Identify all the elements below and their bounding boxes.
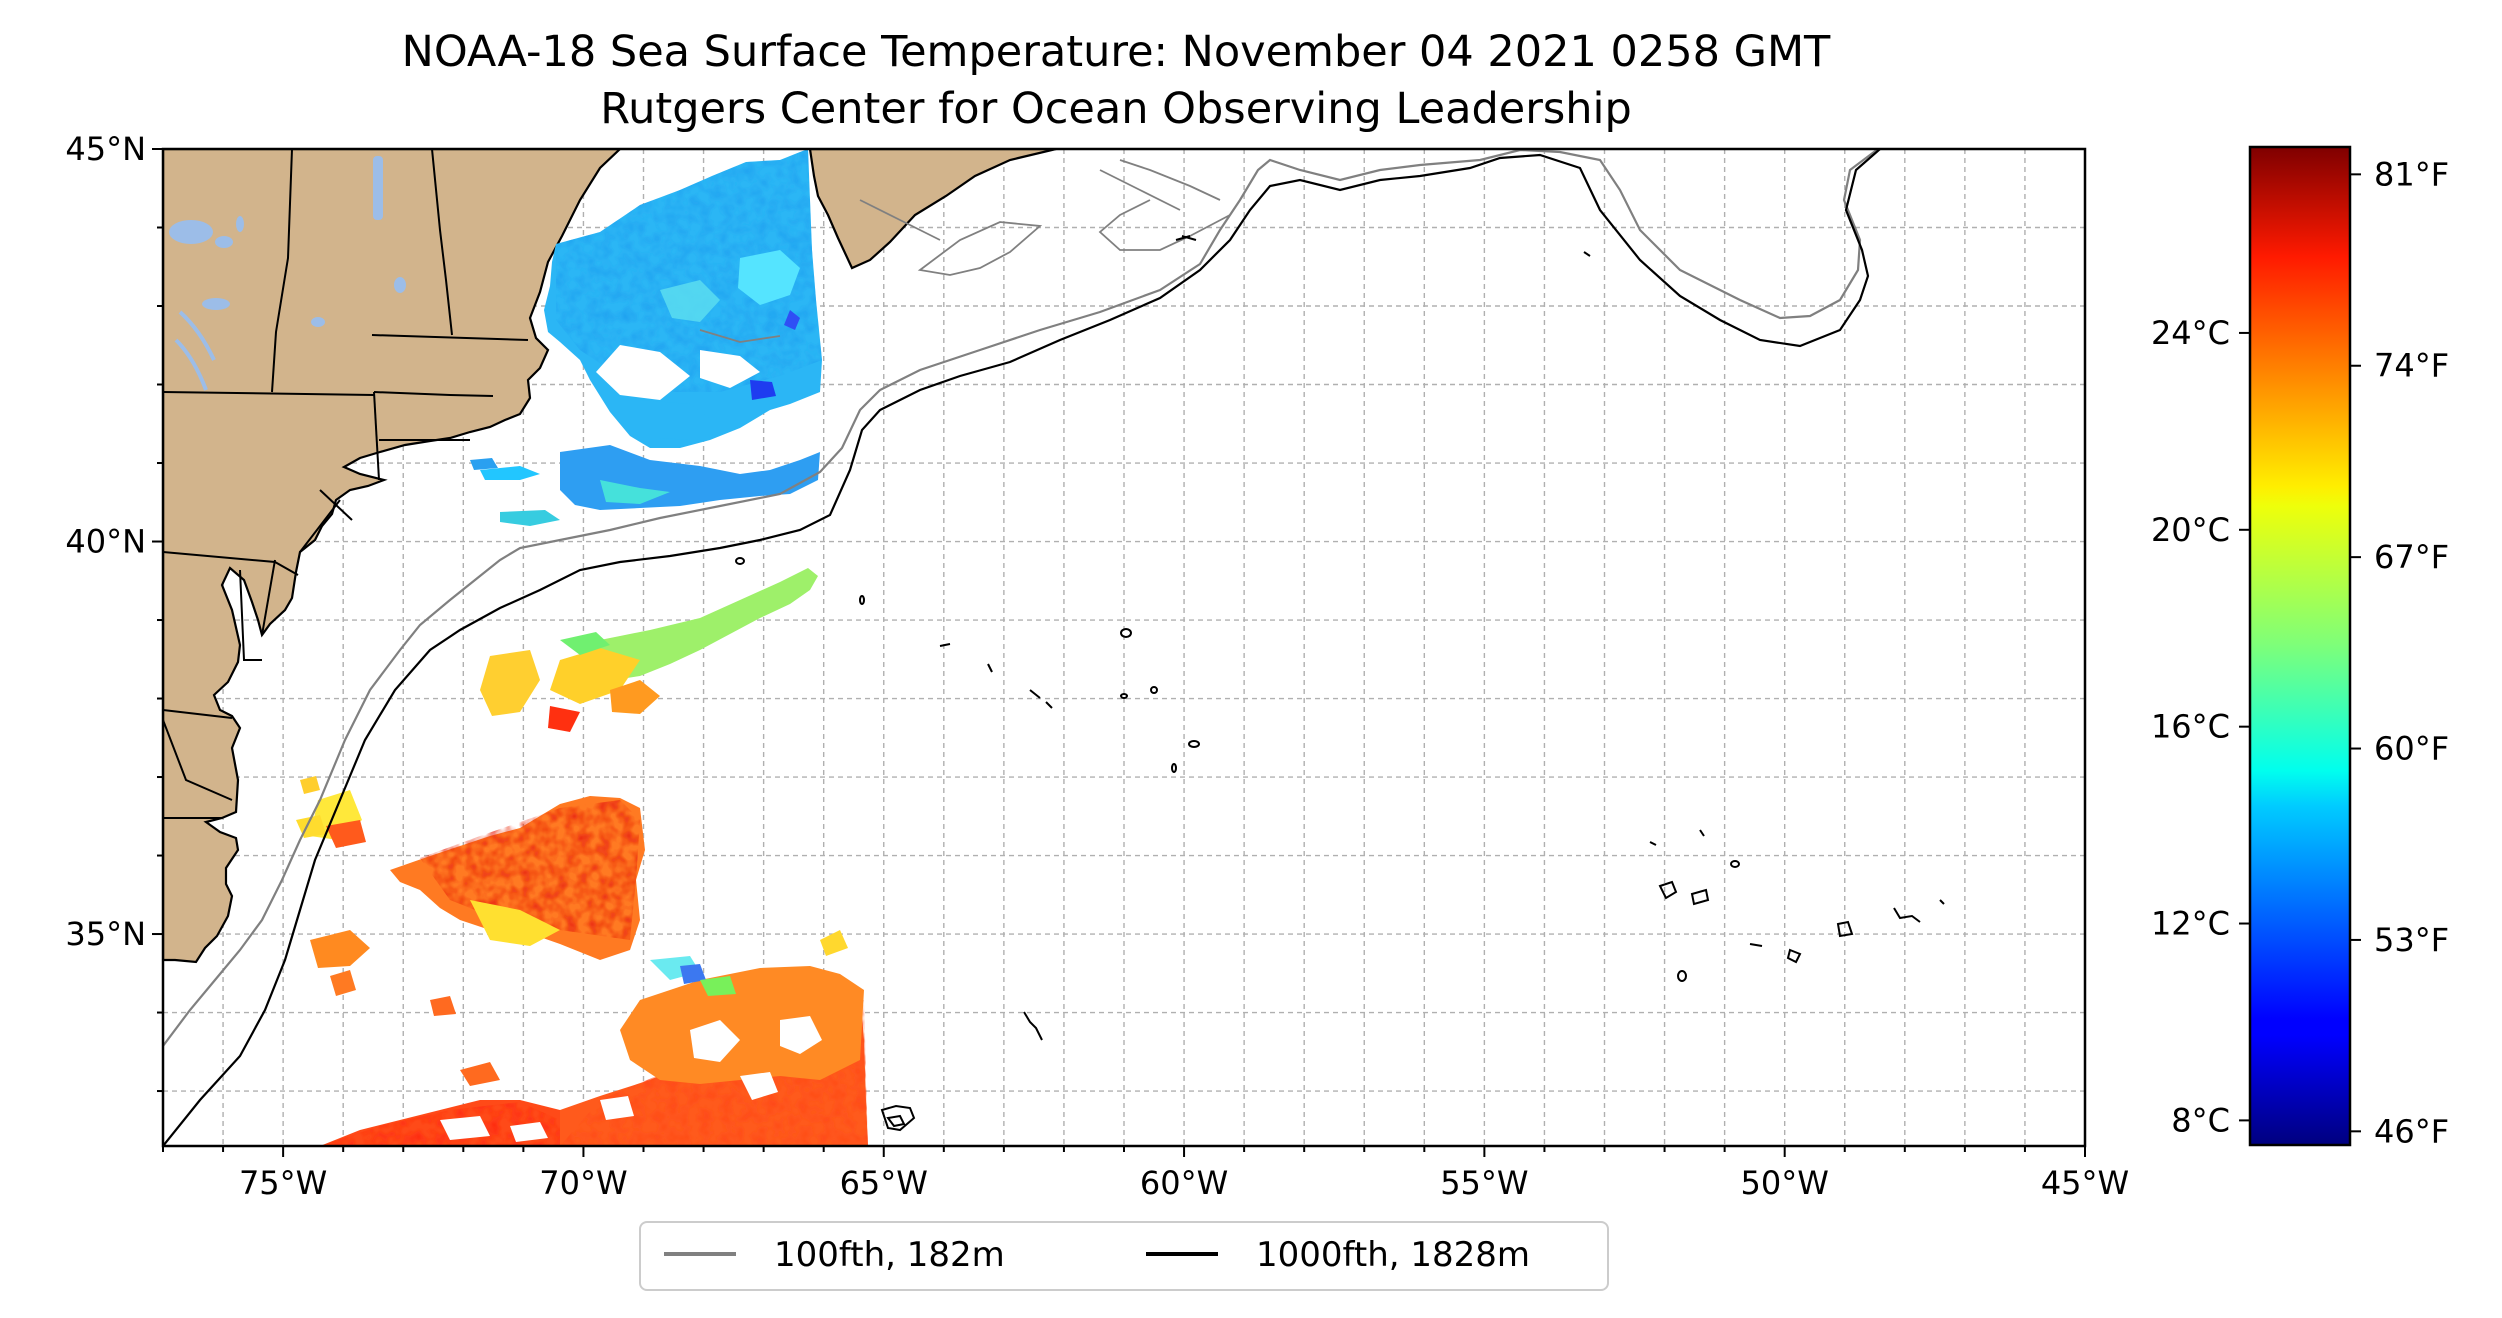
colorbar-f-tick-label: 74°F <box>2374 347 2449 385</box>
lake-champlain-channels <box>174 310 216 391</box>
x-tick-label: 60°W <box>1140 1164 1228 1202</box>
colorbar-ticks: 46°F 53°F 60°F 67°F 74°F 81°F 8°C 12°C 16°C 20°C 2… <box>2151 155 2449 1150</box>
colorbar-c-tick-label: 16°C <box>2151 708 2230 746</box>
legend-label-1000fth: 1000fth, 1828m <box>1256 1235 1530 1275</box>
colorbar-c-tick-label: 20°C <box>2151 511 2230 549</box>
colorbar-f-tick-label: 53°F <box>2374 921 2449 959</box>
isobath-100fth <box>163 149 1879 1047</box>
y-tick-label: 35°N <box>65 915 146 953</box>
colorbar-f-tick-label: 67°F <box>2374 538 2449 576</box>
colorbar-c-tick-label: 8°C <box>2171 1101 2230 1139</box>
x-tick-label: 50°W <box>1741 1164 1829 1202</box>
figure-title-line1: NOAA-18 Sea Surface Temperature: Novembe… <box>402 27 1831 77</box>
map-panel: 75°W 70°W 65°W 60°W 55°W 50°W 45°W 45°N 40°N 35°N <box>65 130 2129 1202</box>
isobath-1000fth <box>163 149 1881 1146</box>
sst-swath-north <box>470 149 822 526</box>
legend-box <box>639 1221 1609 1291</box>
colorbar-f-tick-label: 46°F <box>2374 1112 2449 1150</box>
map-axis-ticks: 75°W 70°W 65°W 60°W 55°W 50°W 45°W 45°N 40°N 35°N <box>65 130 2129 1202</box>
state-borders <box>163 149 529 819</box>
colorbar-f-tick-label: 81°F <box>2374 155 2449 193</box>
x-tick-label: 65°W <box>840 1164 928 1202</box>
y-tick-label: 45°N <box>65 130 146 168</box>
land-mass-us-coast <box>163 149 622 964</box>
colorbar-c-tick-label: 24°C <box>2151 314 2230 352</box>
x-tick-label: 75°W <box>239 1164 327 1202</box>
colorbar-c-tick-label: 12°C <box>2151 905 2230 943</box>
sst-swath-south <box>296 568 868 1146</box>
x-tick-label: 45°W <box>2041 1164 2129 1202</box>
isobath-100fth-shelf-detail <box>699 159 1231 343</box>
seamount-contours <box>735 235 1945 1132</box>
colorbar-gradient <box>2248 145 2352 1147</box>
legend-label-100fth: 100fth, 182m <box>774 1235 1005 1275</box>
colorbar: 46°F 53°F 60°F 67°F 74°F 81°F 8°C 12°C 16°C 20°C 2… <box>2151 145 2449 1150</box>
colorbar-f-tick-label: 60°F <box>2374 730 2449 768</box>
y-tick-label: 40°N <box>65 523 146 561</box>
x-tick-label: 70°W <box>539 1164 627 1202</box>
figure-title-line2: Rutgers Center for Ocean Observing Leade… <box>600 84 1632 134</box>
legend: 100fth, 182m 1000fth, 1828m <box>639 1221 1609 1291</box>
land-mass-nova-scotia <box>808 149 1057 270</box>
lakes <box>169 156 406 327</box>
x-tick-label: 55°W <box>1440 1164 1528 1202</box>
